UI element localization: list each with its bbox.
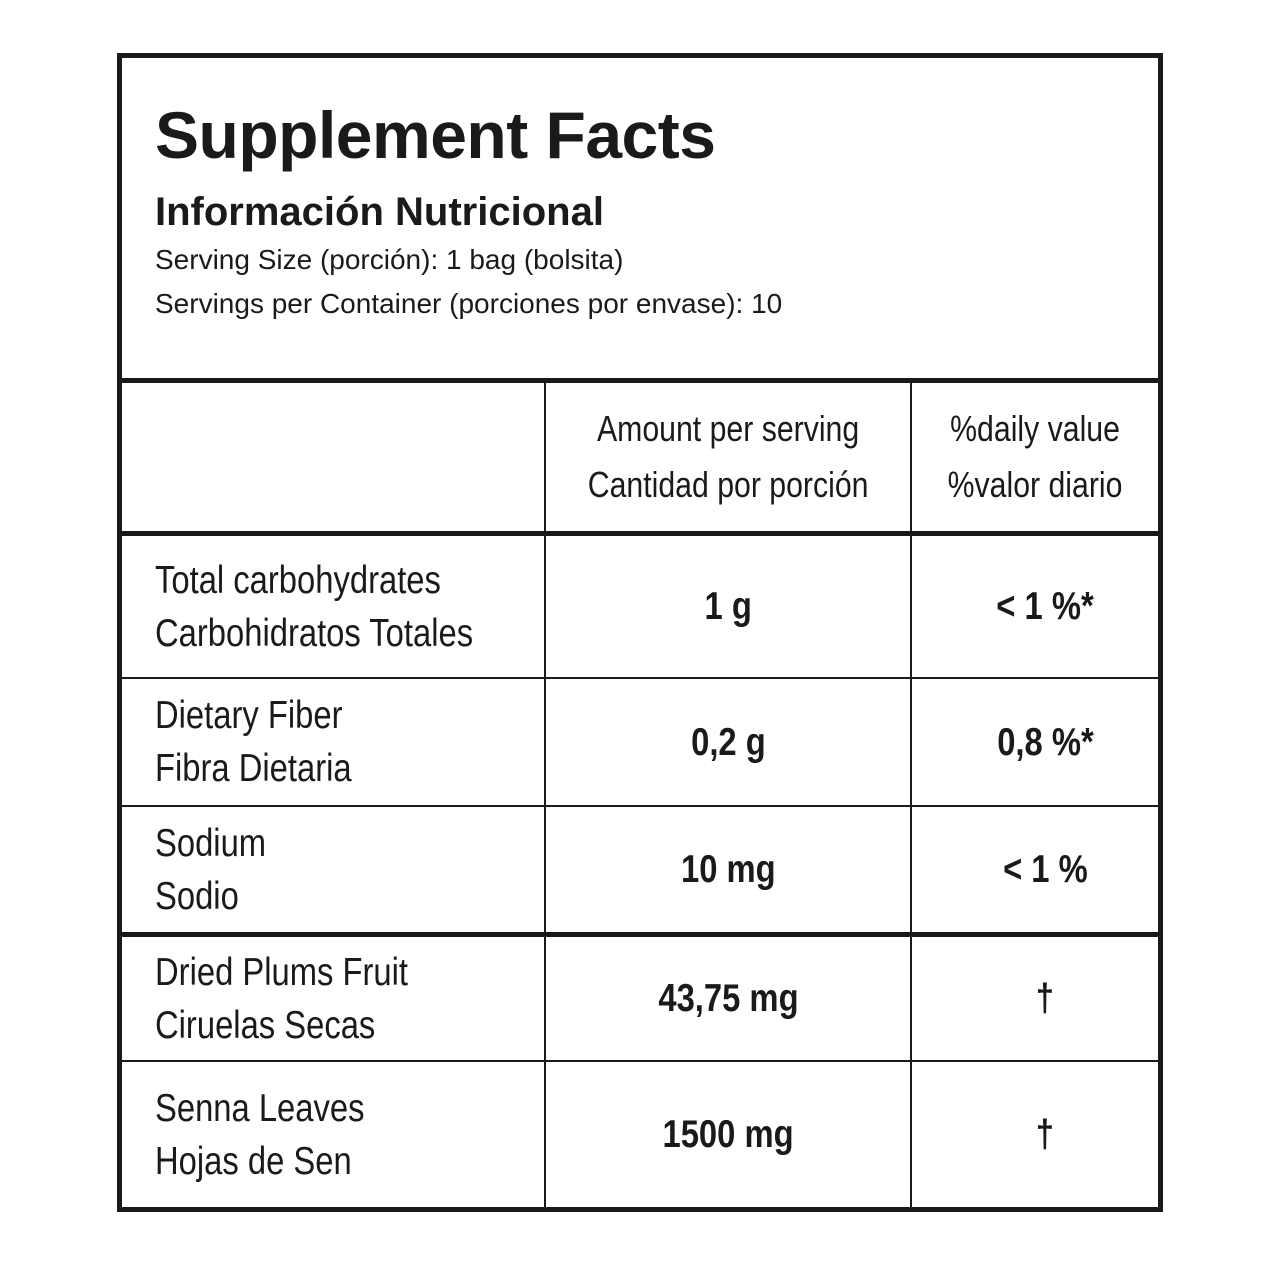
daily-value: 0,8 %* [996, 720, 1094, 764]
amount-cell: 1500 mg [546, 1062, 910, 1207]
daily-value-cell: < 1 % [922, 807, 1168, 932]
nutrient-name-es: Ciruelas Secas [155, 1003, 376, 1047]
amount-value: 0,2 g [690, 720, 766, 764]
nutrient-name-en: Total carbohydrates [155, 558, 441, 602]
divider [122, 932, 1158, 937]
column-divider [910, 383, 912, 1207]
panel-title: Supplement Facts [155, 98, 716, 172]
nutrient-name: Senna Leaves Hojas de Sen [155, 1062, 535, 1207]
amount-cell: 10 mg [546, 807, 910, 932]
header-text: %valor diario [947, 464, 1123, 505]
nutrient-name-en: Dried Plums Fruit [155, 950, 409, 994]
header-text: Amount per serving [596, 408, 860, 449]
amount-value: 1500 mg [662, 1113, 794, 1156]
daily-value-cell: < 1 %* [922, 536, 1168, 677]
daily-value-cell: 0,8 %* [922, 679, 1168, 805]
amount-value: 1 g [704, 585, 752, 628]
divider [122, 677, 1158, 679]
nutrient-name-es: Carbohidratos Totales [155, 611, 474, 655]
divider [122, 1060, 1158, 1062]
daily-value: † [1035, 1113, 1055, 1156]
nutrient-name: Total carbohydrates Carbohidratos Totale… [155, 536, 535, 677]
amount-value: 10 mg [680, 848, 776, 891]
servings-per-container: Servings per Container (porciones por en… [155, 288, 783, 319]
nutrient-name: Dietary Fiber Fibra Dietaria [155, 679, 535, 805]
column-divider [544, 383, 546, 1207]
daily-value-cell: † [922, 1062, 1168, 1207]
daily-value-cell: † [922, 937, 1168, 1060]
amount-cell: 43,75 mg [546, 937, 910, 1060]
daily-value: † [1035, 977, 1055, 1020]
nutrient-name-en: Dietary Fiber [155, 694, 343, 737]
divider [122, 378, 1158, 383]
column-header-amount: Amount per serving Cantidad por porción [546, 383, 910, 531]
amount-cell: 0,2 g [546, 679, 910, 805]
nutrient-name: Dried Plums Fruit Ciruelas Secas [155, 937, 535, 1060]
nutrient-name-en: Senna Leaves [155, 1086, 365, 1130]
column-header-daily-value: %daily value %valor diario [912, 383, 1158, 531]
nutrient-name-en: Sodium [155, 821, 267, 865]
header-text: Cantidad por porción [587, 464, 869, 505]
serving-size: Serving Size (porción): 1 bag (bolsita) [155, 244, 624, 275]
nutrient-name-es: Sodio [155, 874, 239, 918]
supplement-facts-panel: Supplement Facts Información Nutricional… [117, 53, 1163, 1212]
daily-value: < 1 %* [996, 585, 1094, 628]
daily-value: < 1 % [1002, 848, 1088, 891]
divider [122, 531, 1158, 536]
header-text: %daily value [950, 408, 1120, 449]
nutrient-name: Sodium Sodio [155, 807, 535, 932]
nutrient-name-es: Hojas de Sen [155, 1139, 352, 1183]
nutrient-name-es: Fibra Dietaria [155, 747, 352, 790]
panel-subtitle: Información Nutricional [155, 190, 604, 234]
amount-cell: 1 g [546, 536, 910, 677]
divider [122, 805, 1158, 807]
amount-value: 43,75 mg [657, 977, 799, 1020]
